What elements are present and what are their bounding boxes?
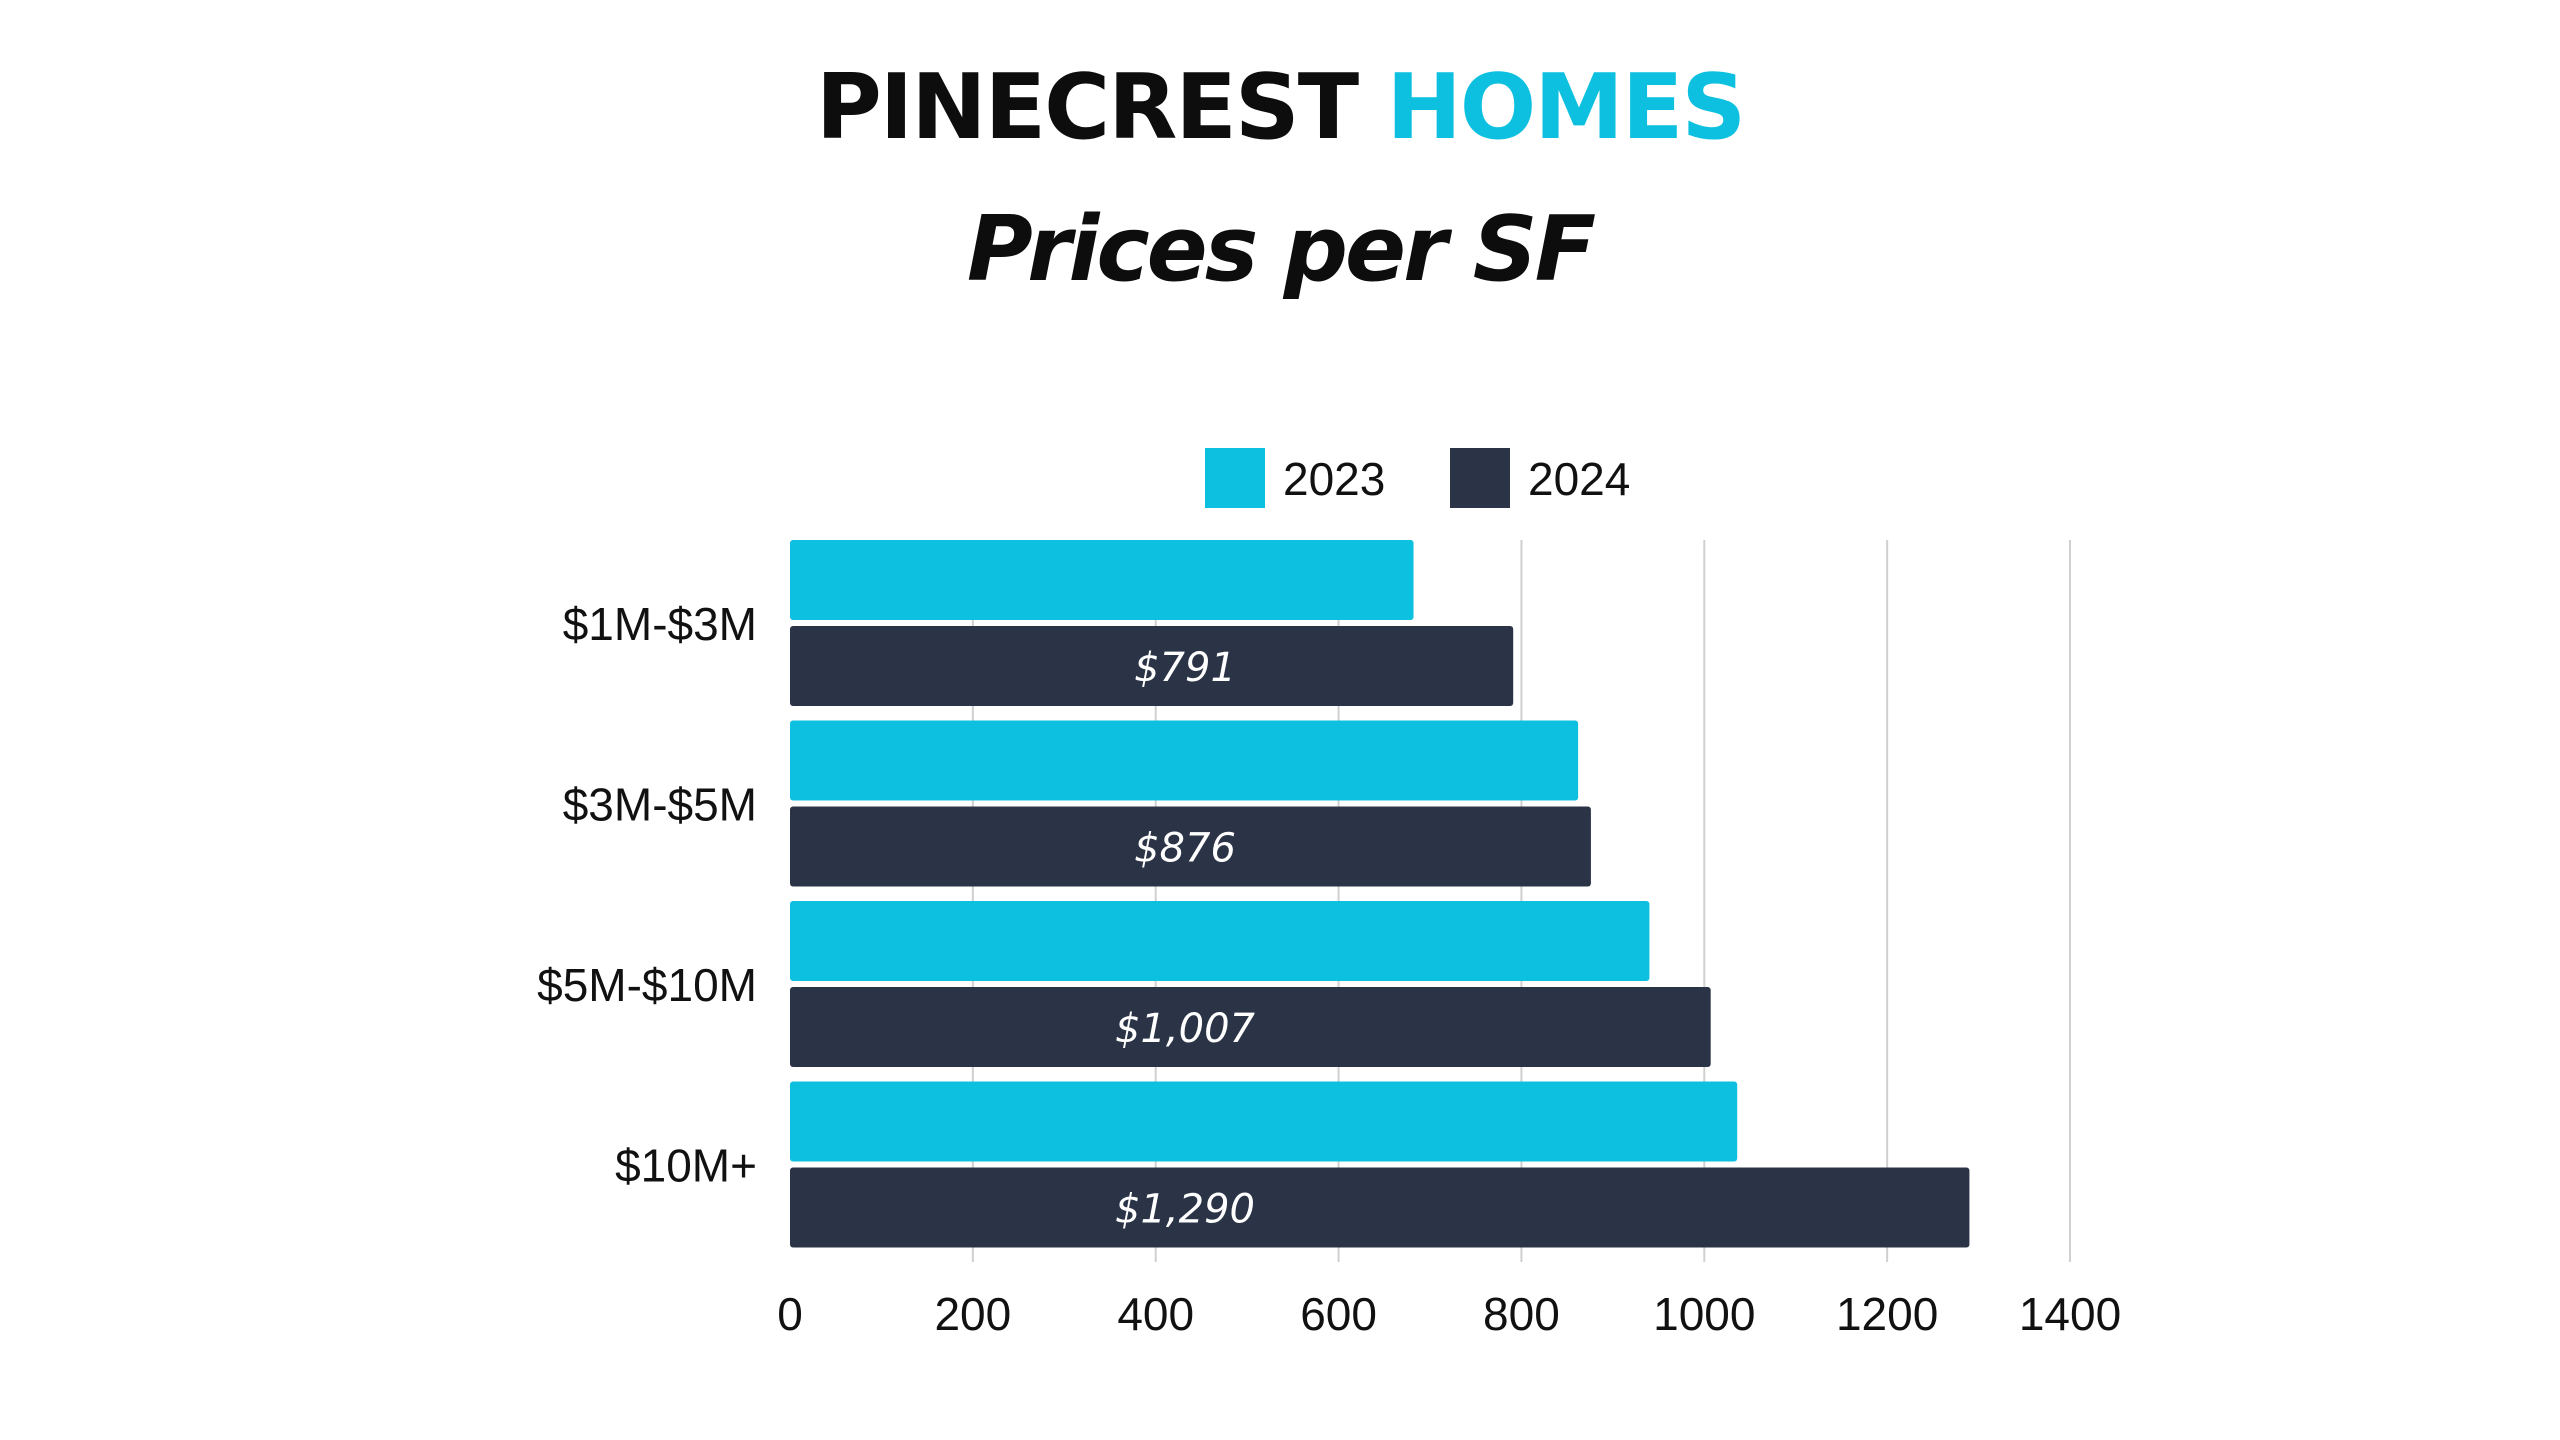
page-title: PINECREST HOMES: [0, 48, 2560, 168]
data-label: $1,290: [1115, 1187, 1255, 1233]
category-label: $10M+: [615, 1140, 757, 1192]
category-label: $3M-$5M: [563, 779, 757, 831]
legend-swatch-2023: [1205, 448, 1265, 508]
x-tick-label: 1200: [1836, 1288, 1938, 1340]
title-accent: HOMES: [1386, 55, 1746, 160]
legend: 2023 2024: [1205, 448, 1630, 508]
x-tick-label: 600: [1300, 1288, 1377, 1340]
x-tick-label: 0: [777, 1288, 803, 1340]
title-brand: PINECREST: [815, 55, 1359, 160]
x-tick-label: 800: [1483, 1288, 1560, 1340]
chart-subtitle: Prices per SF: [966, 197, 1596, 302]
data-label: $791: [1134, 645, 1236, 691]
bar-2024-2: [790, 987, 1711, 1067]
data-label: $1,007: [1115, 1006, 1256, 1052]
bar-2023-2: [790, 901, 1650, 981]
x-tick-label: 400: [1117, 1288, 1194, 1340]
bar-2023-1: [790, 720, 1579, 801]
bar-2023-3: [790, 1081, 1738, 1162]
bar-2024-0: [790, 626, 1514, 706]
category-label: $1M-$3M: [563, 598, 757, 650]
bars: [790, 540, 1970, 1248]
bar-2024-3: [790, 1167, 1970, 1248]
data-labels: $791 $876 $1,007 $1,290: [1115, 645, 1256, 1233]
data-label: $876: [1134, 826, 1236, 872]
x-tick-label: 200: [934, 1288, 1011, 1340]
legend-swatch-2024: [1450, 448, 1510, 508]
x-tick-label: 1000: [1653, 1288, 1755, 1340]
x-tick-label: 1400: [2019, 1288, 2121, 1340]
bar-2023-0: [790, 540, 1414, 620]
value-axis: 0 200 400 600 800 1000 1200 1400: [777, 1288, 2121, 1340]
legend-label-2024: 2024: [1528, 453, 1630, 505]
legend-label-2023: 2023: [1283, 453, 1385, 505]
category-axis: $1M-$3M $3M-$5M $5M-$10M $10M+: [537, 598, 757, 1192]
category-label: $5M-$10M: [537, 959, 757, 1011]
bar-2024-1: [790, 806, 1591, 887]
